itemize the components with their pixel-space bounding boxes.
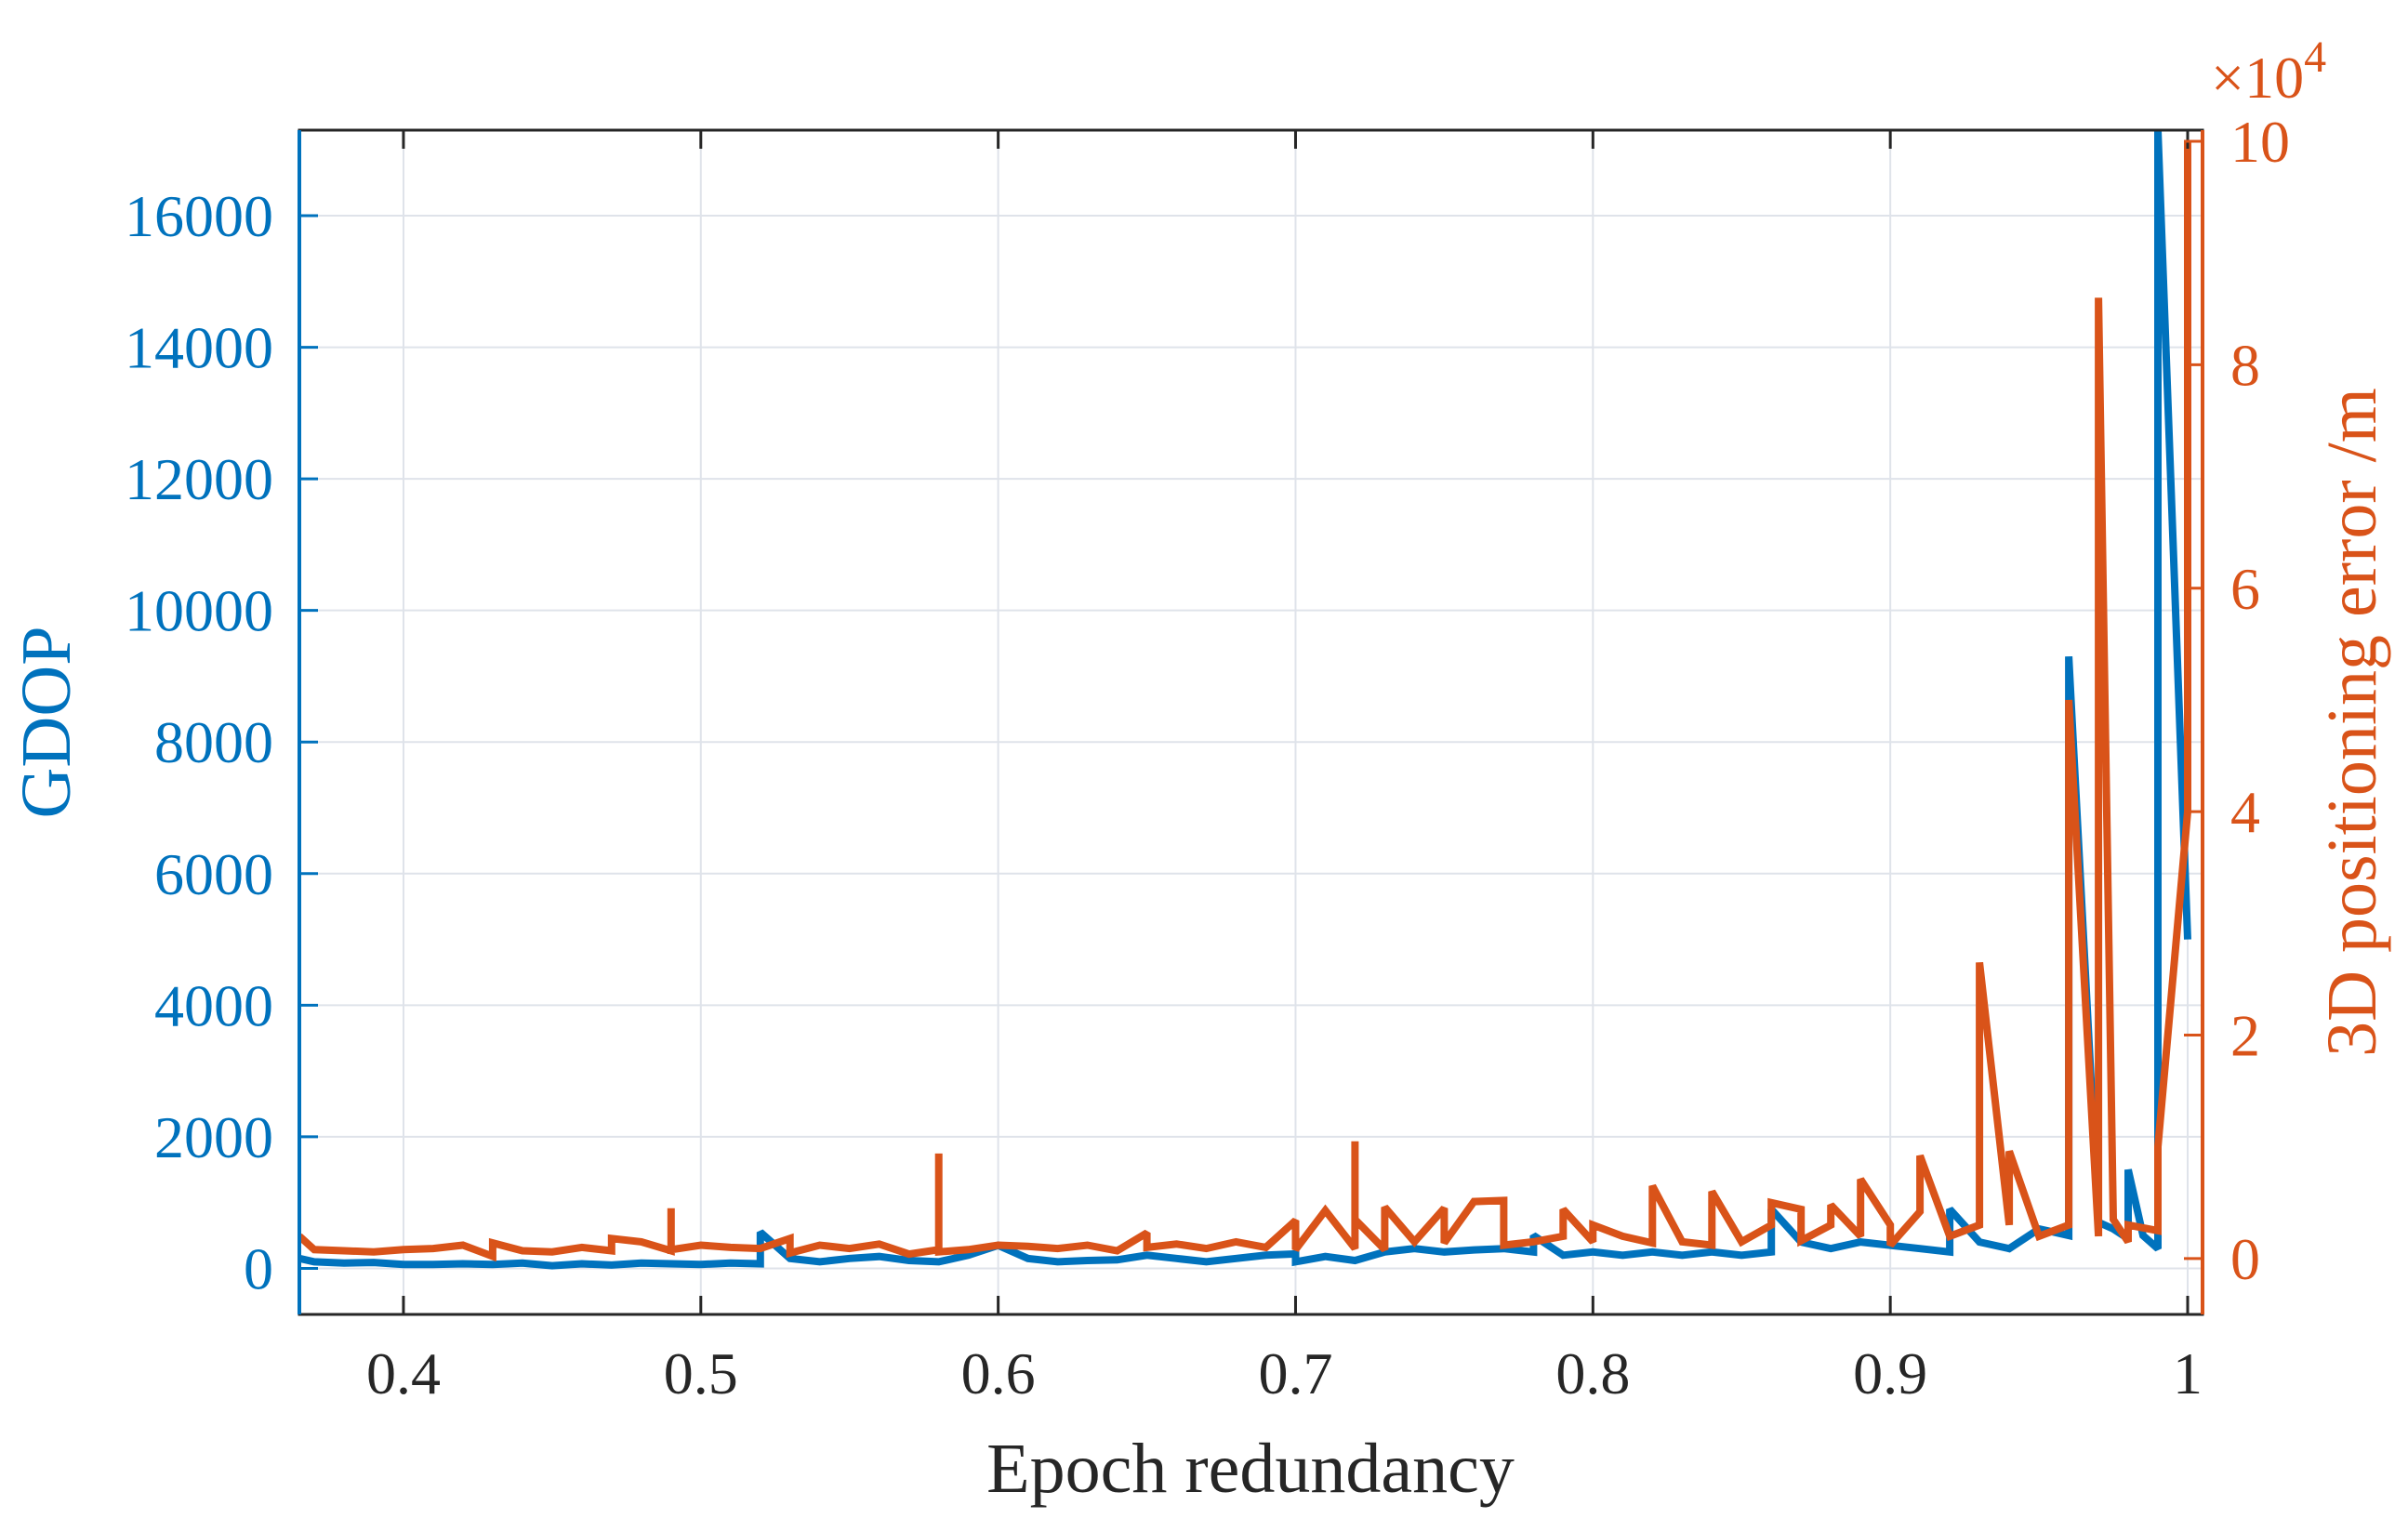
left-axis-ticks: 0 2000 4000 6000 8000 10000 12000 14000 16000 xyxy=(125,183,318,1301)
x-tick-label: 0.8 xyxy=(1555,1340,1630,1406)
left-tick-label: 14000 xyxy=(125,315,273,381)
right-tick-label: 4 xyxy=(2230,779,2260,845)
right-axis-exponent-power: 4 xyxy=(2304,33,2326,82)
left-tick-label: 12000 xyxy=(125,446,273,512)
left-tick-label: 8000 xyxy=(154,709,273,775)
right-tick-label: 2 xyxy=(2230,1003,2260,1069)
right-axis-ticks: 0 2 4 6 8 10 xyxy=(2184,109,2290,1292)
x-tick-label: 1 xyxy=(2173,1340,2203,1406)
right-axis-label: 3D positioning error /m xyxy=(2313,388,2391,1057)
left-tick-label: 2000 xyxy=(154,1104,273,1170)
left-tick-label: 16000 xyxy=(125,183,273,249)
left-tick-label: 4000 xyxy=(154,972,273,1038)
x-tick-label: 0.4 xyxy=(366,1340,441,1406)
right-axis-exponent-base: ×10 xyxy=(2211,45,2304,111)
series-line-gdop xyxy=(299,130,2191,1270)
right-axis-exponent: ×104 xyxy=(2211,33,2326,111)
right-tick-label: 10 xyxy=(2230,109,2290,175)
x-axis-label: Epoch redundancy xyxy=(986,1430,1515,1508)
left-tick-label: 6000 xyxy=(154,841,273,907)
x-tick-label: 0.9 xyxy=(1853,1340,1927,1406)
x-axis-ticks: 0.4 0.5 0.6 0.7 0.8 0.9 1 xyxy=(366,130,2203,1406)
right-tick-label: 0 xyxy=(2230,1226,2260,1292)
series-layer xyxy=(299,130,2191,1270)
grid-lines xyxy=(299,130,2203,1314)
left-tick-label: 10000 xyxy=(125,578,273,644)
x-tick-label: 0.7 xyxy=(1258,1340,1332,1406)
left-tick-label: 0 xyxy=(244,1235,273,1301)
left-axis-label: GDOP xyxy=(7,627,86,819)
x-tick-label: 0.6 xyxy=(961,1340,1036,1406)
right-tick-label: 6 xyxy=(2230,556,2260,622)
x-tick-label: 0.5 xyxy=(664,1340,738,1406)
series-line-positioning-error xyxy=(299,141,2191,1262)
right-tick-label: 8 xyxy=(2230,332,2260,398)
